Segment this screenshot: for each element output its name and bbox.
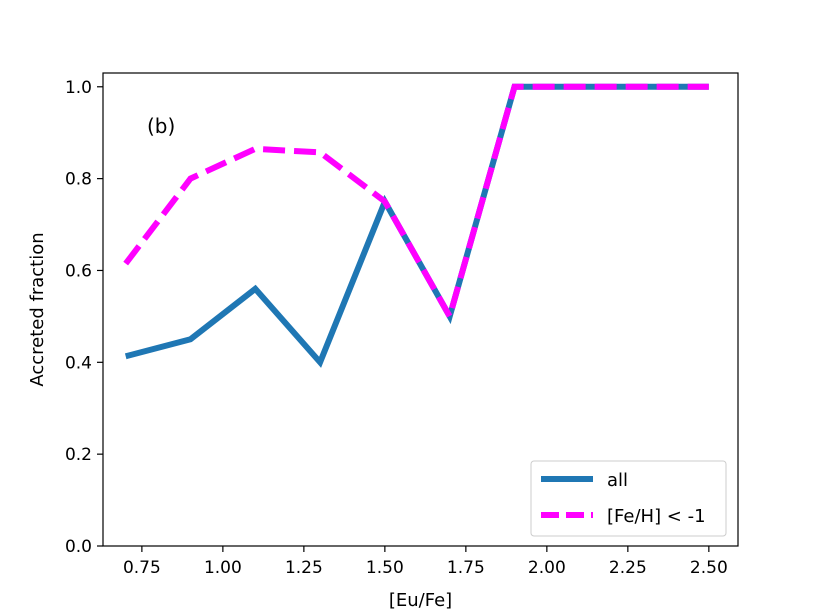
legend-label-feh: [Fe/H] < -1 [607,506,706,527]
y-tick-label: 0.2 [65,445,92,465]
x-tick-label: 1.50 [366,558,404,578]
x-tick-label: 1.00 [204,558,242,578]
legend-label-all: all [607,470,628,491]
y-tick-label: 0.0 [65,537,92,557]
y-axis-label: Accreted fraction [27,232,48,386]
x-tick-label: 1.75 [447,558,485,578]
panel-annotation: (b) [147,114,175,138]
y-tick-label: 0.8 [65,170,92,190]
x-tick-label: 2.00 [528,558,566,578]
x-axis-label: [Eu/Fe] [389,590,452,611]
x-axis: 0.75 1.00 1.25 1.50 1.75 2.00 2.25 2.50 [123,546,728,578]
x-tick-label: 1.25 [285,558,323,578]
x-tick-label: 2.50 [690,558,728,578]
x-tick-label: 2.25 [609,558,647,578]
x-tick-label: 0.75 [123,558,161,578]
plot-frame [102,72,739,547]
y-tick-label: 1.0 [65,78,92,98]
y-tick-label: 0.6 [65,261,92,281]
y-tick-label: 0.4 [65,353,92,373]
y-axis: 0.0 0.2 0.4 0.6 0.8 1.0 [65,78,103,557]
series-line-feh-lt-minus1 [123,83,709,325]
series-layer [123,83,709,368]
legend: all [Fe/H] < -1 [530,460,727,537]
